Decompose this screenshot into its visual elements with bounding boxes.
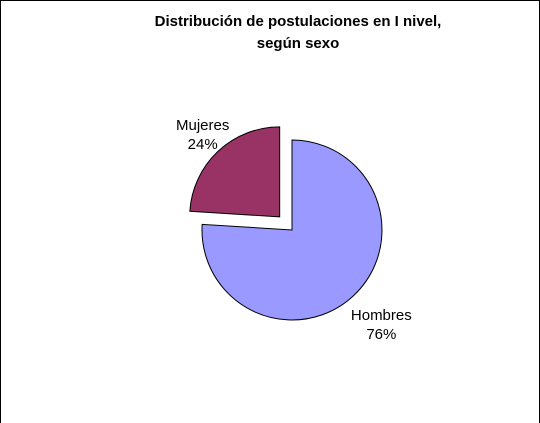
pie-slice xyxy=(189,126,281,218)
pie-slice xyxy=(201,139,383,321)
slice-value-label: 76% xyxy=(366,326,396,343)
chart-title: según sexo xyxy=(257,35,340,52)
slice-label: Mujeres xyxy=(176,117,229,134)
chart-title: Distribución de postulaciones en I nivel… xyxy=(155,13,442,30)
slice-value-label: 24% xyxy=(188,136,218,153)
slice-label: Hombres xyxy=(351,307,412,324)
